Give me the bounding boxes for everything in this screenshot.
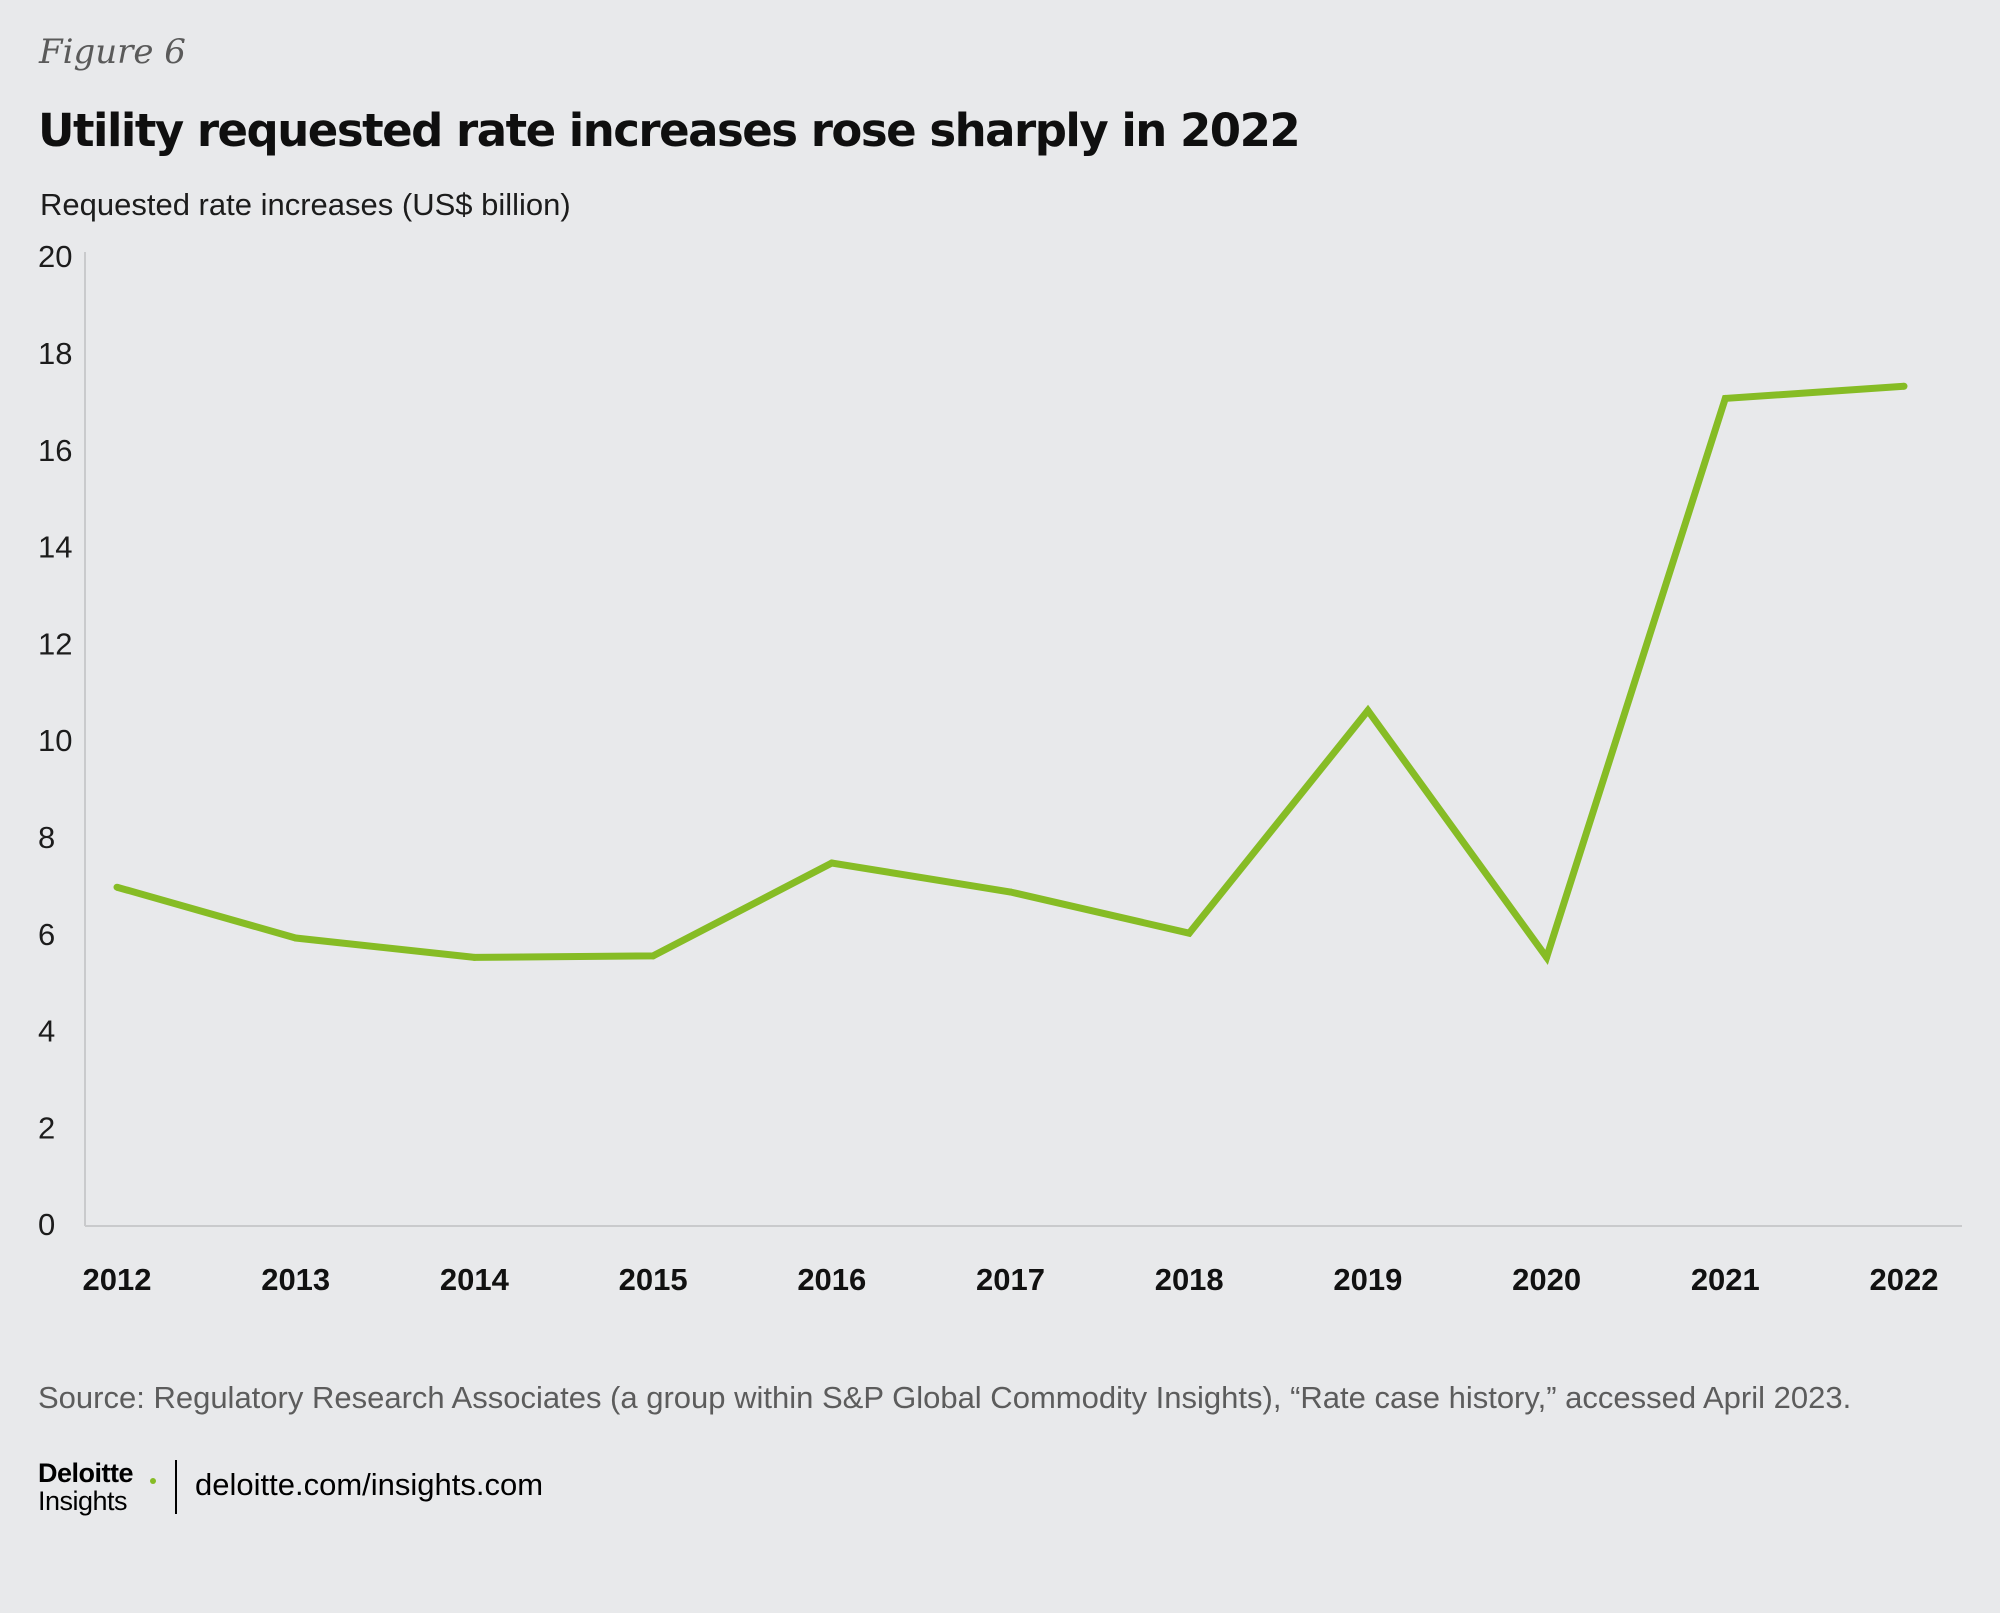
- logo-sub: Insights: [38, 1486, 128, 1516]
- data-point: [1007, 888, 1014, 896]
- data-point: [292, 934, 300, 942]
- data-point: [649, 952, 657, 960]
- x-tick-label: 2014: [440, 1262, 510, 1297]
- x-tick-label: 2015: [619, 1262, 688, 1297]
- y-tick-label: 6: [38, 917, 55, 952]
- footer-url: deloitte.com/insights.com: [195, 1467, 544, 1502]
- data-point: [113, 883, 121, 891]
- y-tick-label: 8: [38, 820, 55, 855]
- series-line: [116, 382, 1905, 966]
- logo-dot-icon: [150, 1478, 156, 1484]
- x-tick-label: 2020: [1512, 1262, 1581, 1297]
- footer-divider: [175, 1460, 177, 1514]
- x-tick-label: 2022: [1870, 1262, 1939, 1297]
- y-axis-unit-label: Requested rate increases (US$ billion): [40, 187, 571, 222]
- x-tick-label: 2018: [1155, 1262, 1224, 1297]
- data-point: [828, 859, 836, 867]
- x-tick-label: 2012: [83, 1262, 152, 1297]
- data-point: [1185, 929, 1193, 937]
- source-note: Source: Regulatory Research Associates (…: [38, 1380, 1852, 1415]
- x-tick-label: 2013: [261, 1262, 330, 1297]
- figure-label: Figure 6: [39, 32, 186, 72]
- y-tick-label: 16: [38, 433, 72, 468]
- data-point: [1543, 953, 1551, 961]
- data-point: [470, 953, 478, 961]
- logo-brand: Deloitte: [38, 1458, 134, 1488]
- y-tick-label: 2: [38, 1110, 55, 1145]
- y-tick-label: 10: [38, 723, 72, 758]
- deloitte-insights-logo: Deloitte Insights: [38, 1458, 168, 1518]
- y-tick-label: 20: [38, 239, 72, 274]
- y-tick-label: 18: [38, 336, 72, 371]
- x-tick-label: 2017: [976, 1262, 1045, 1297]
- y-tick-label: 12: [38, 626, 72, 661]
- y-tick-label: 0: [38, 1207, 55, 1242]
- x-tick-label: 2021: [1691, 1262, 1760, 1297]
- data-point: [1364, 707, 1372, 715]
- chart-title: Utility requested rate increases rose sh…: [38, 104, 1301, 157]
- y-tick-label: 14: [38, 530, 72, 565]
- x-tick-label: 2016: [797, 1262, 866, 1297]
- x-tick-label: 2019: [1333, 1262, 1402, 1297]
- data-point: [1721, 394, 1729, 402]
- data-point: [1900, 382, 1908, 390]
- y-tick-label: 4: [38, 1014, 55, 1049]
